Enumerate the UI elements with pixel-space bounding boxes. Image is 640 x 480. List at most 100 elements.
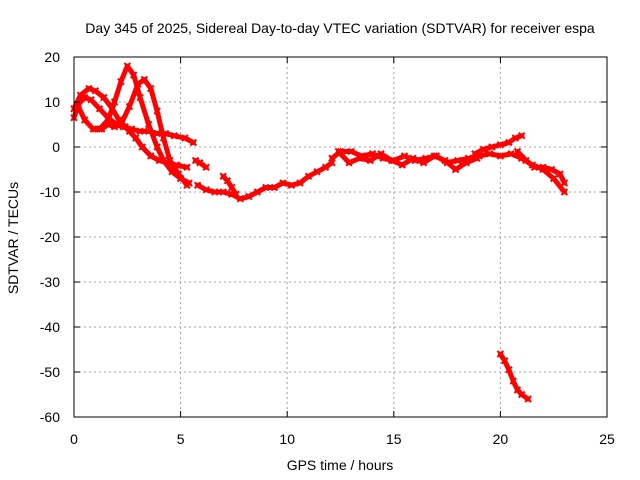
data-point [560,179,569,187]
data-point [132,134,140,142]
data-point [345,159,353,167]
series-arc-10 [471,132,526,158]
data-point [530,163,539,171]
y-tick-label: -20 [40,229,60,245]
data-point [524,395,532,403]
data-point [441,156,449,165]
data-point [80,116,89,124]
data-point [219,188,227,196]
data-point [430,152,439,160]
data-point [125,102,134,111]
x-axis-label: GPS time / hours [287,457,394,473]
data-point [496,350,505,358]
data-point [147,84,155,93]
data-point [321,163,330,171]
data-point [296,179,304,187]
data-point [479,145,488,153]
data-point [76,91,85,99]
data-point [174,170,183,178]
y-tick-label: -60 [40,409,60,425]
data-point [279,179,287,187]
data-point [462,159,470,167]
data-point [104,120,112,129]
data-point [270,183,279,192]
data-point [189,138,198,147]
series-line [515,149,567,186]
series-arc-6 [191,156,210,171]
data-point [170,132,178,140]
data-point [202,186,210,194]
data-point [253,188,262,196]
data-point [166,156,174,165]
data-point [313,168,321,176]
data-point [505,366,513,374]
data-point [486,150,494,158]
data-point [511,134,520,142]
data-point [87,96,95,104]
data-point [334,147,343,156]
data-point [232,190,240,198]
data-point [117,78,125,86]
data-point [387,156,396,165]
data-point [304,172,313,180]
data-point [211,188,219,196]
x-tick-label: 15 [386,431,402,447]
data-point [366,156,375,165]
data-point [409,154,417,162]
data-point [507,150,515,158]
data-point [505,138,513,147]
data-point [377,150,385,158]
y-tick-label: 20 [44,49,60,65]
data-point [183,163,191,171]
series-line [195,160,335,202]
data-point [454,156,462,165]
data-point [95,105,104,113]
data-point [110,123,119,131]
data-point [134,80,142,88]
y-tick-label: -50 [40,364,60,380]
data-point [117,120,125,129]
data-point [522,156,530,165]
y-tick-label: -40 [40,319,60,335]
data-point [125,127,134,135]
data-point [223,177,232,185]
data-point [471,150,479,158]
series-arc-4 [91,75,191,189]
data-point [191,156,200,165]
data-point [140,75,149,84]
data-point [496,141,505,149]
series-arc-7 [219,172,240,198]
grid-lines [74,57,607,417]
data-point [328,154,336,162]
data-point [74,102,82,111]
data-point [500,357,509,365]
data-point [147,152,155,160]
data-point [153,107,161,115]
series-arc-8 [328,147,569,196]
data-point [100,93,108,102]
data-point [355,154,364,162]
x-tick-label: 10 [279,431,295,447]
x-axis: 0 5 10 15 20 25 [70,57,615,447]
data-point [539,163,547,171]
y-axis-label: SDTVAR / TECUs [5,182,21,294]
data-point [245,192,253,201]
data-point [183,181,191,189]
data-point [138,143,146,151]
series-arc-11 [513,147,569,187]
data-point [159,134,168,142]
data-point [518,132,526,140]
series-arc-5 [193,159,336,203]
data-point [196,159,204,167]
data-point [419,159,428,167]
data-points [70,62,569,403]
data-point [560,188,569,196]
data-point [110,98,119,106]
data-point [488,143,496,151]
data-point [400,152,409,160]
data-point [98,125,106,133]
series-arc-12 [496,350,532,403]
x-tick-label: 0 [70,431,78,447]
data-point [549,174,558,183]
